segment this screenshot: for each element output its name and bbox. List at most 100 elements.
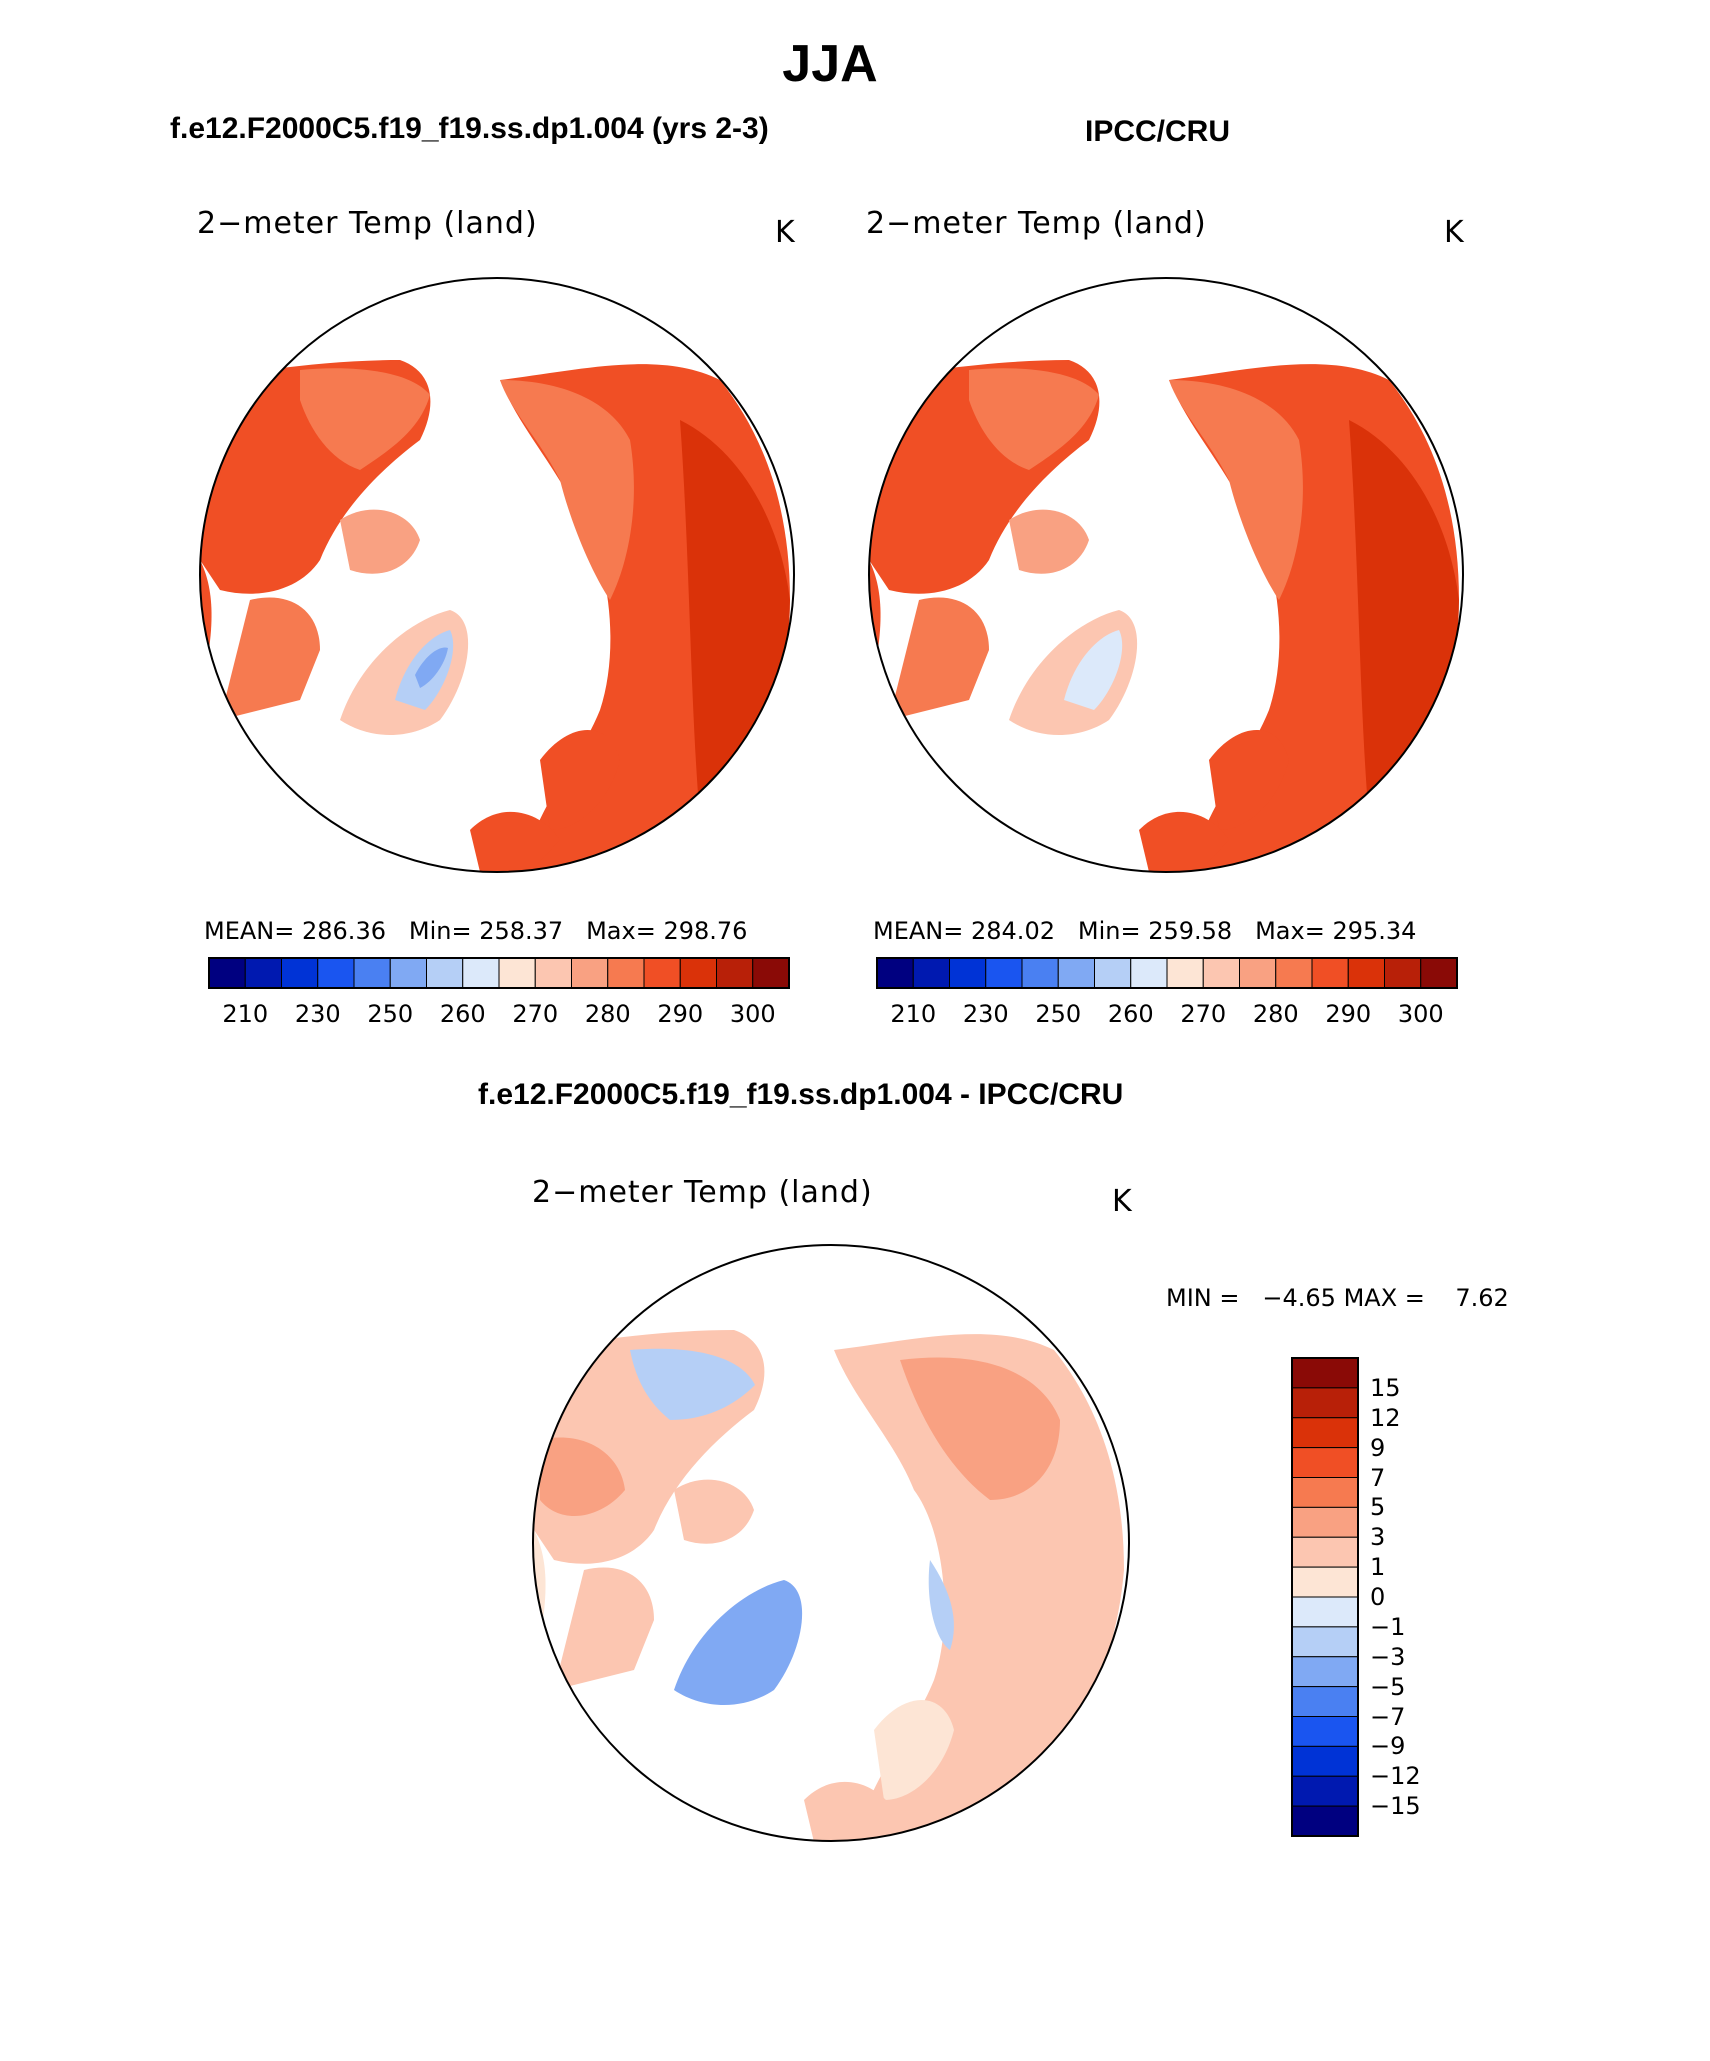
right-polar-map — [868, 277, 1464, 873]
diff-max-label: MAX = — [1343, 1284, 1425, 1312]
right-colorbar-tick-label: 230 — [962, 1000, 1009, 1028]
right-canada-interior — [969, 368, 1099, 470]
diff-colorbar-tick-label: 1 — [1370, 1553, 1386, 1582]
left-mean-value: 286.36 — [302, 917, 386, 945]
left-alaska — [200, 560, 212, 700]
diff-case-title: f.e12.F2000C5.f19_f19.ss.dp1.004 - IPCC/… — [478, 1078, 1124, 1111]
left-colorbar-box — [571, 957, 609, 989]
left-colorbar-box — [426, 957, 464, 989]
diff-minmax: MIN = −4.65 MAX = 7.62 — [1166, 1284, 1509, 1312]
diff-colorbar-box — [1291, 1536, 1359, 1568]
left-colorbar-tick-label: 230 — [294, 1000, 341, 1028]
left-greenland-summit — [415, 647, 448, 688]
left-colorbar-tick-label: 250 — [367, 1000, 414, 1028]
diff-colorbar-tick-label: −7 — [1370, 1702, 1406, 1731]
left-colorbar-tick-label: 260 — [439, 1000, 486, 1028]
left-canada-interior — [300, 368, 430, 470]
diff-colorbar-box — [1291, 1656, 1359, 1688]
diff-colorbar-box — [1291, 1417, 1359, 1449]
left-colorbar-box — [607, 957, 645, 989]
left-siberia-north — [500, 380, 634, 600]
diff-colorbar-box — [1291, 1596, 1359, 1628]
diff-colorbar-tick-label: −1 — [1370, 1612, 1406, 1641]
diff-polar-map — [532, 1244, 1130, 1842]
left-polar-map — [199, 277, 795, 873]
left-colorbar-box — [353, 957, 391, 989]
right-colorbar-box — [1021, 957, 1059, 989]
right-colorbar-tick-label: 270 — [1180, 1000, 1227, 1028]
figure-title: JJA — [782, 35, 878, 93]
left-colorbar-box — [244, 957, 282, 989]
right-colorbar-tick-label: 290 — [1325, 1000, 1372, 1028]
diff-colorbar-box — [1291, 1716, 1359, 1747]
right-colorbar-box — [1202, 957, 1240, 989]
left-colorbar-box — [389, 957, 427, 989]
left-colorbar-box — [462, 957, 500, 989]
right-min-label: Min= — [1077, 917, 1141, 945]
diff-colorbar-tick-label: 12 — [1370, 1403, 1401, 1432]
left-units-label: K — [775, 215, 796, 250]
diff-colorbar-box — [1291, 1387, 1359, 1419]
diff-colorbar-box — [1291, 1805, 1359, 1837]
right-case-title: IPCC/CRU — [1085, 115, 1231, 148]
left-colorbar-tick-label: 280 — [584, 1000, 631, 1028]
right-scandinavia — [1209, 730, 1289, 830]
left-min-value: 258.37 — [479, 917, 564, 945]
right-colorbar-box — [1239, 957, 1277, 989]
right-europe — [1139, 811, 1229, 872]
diff-colorbar-tick-label: −9 — [1370, 1732, 1406, 1761]
diff-colorbar-tick-label: −5 — [1370, 1672, 1406, 1701]
right-colorbar-outline — [876, 957, 1458, 989]
left-europe — [470, 811, 560, 872]
diff-colorbar-tick-label: −12 — [1370, 1762, 1421, 1791]
right-greenland-icecap — [1064, 630, 1123, 710]
diff-colorbar-box — [1291, 1477, 1359, 1508]
diff-scandinavia — [874, 1700, 954, 1800]
left-colorbar-box — [317, 957, 355, 989]
left-arctic-archipelago — [340, 509, 420, 574]
left-max-value: 298.76 — [663, 917, 748, 945]
left-colorbar-box — [679, 957, 717, 989]
diff-colorbar-box — [1291, 1566, 1359, 1598]
diff-units-label: K — [1112, 1184, 1133, 1219]
left-colorbar-tick-label: 270 — [512, 1000, 559, 1028]
right-colorbar-box — [1384, 957, 1422, 989]
diff-colorbar-box — [1291, 1745, 1359, 1777]
diff-siberia-warm — [900, 1357, 1060, 1500]
diff-colorbar-tick-label: −3 — [1370, 1642, 1406, 1671]
right-colorbar-box — [1420, 957, 1458, 989]
right-colorbar-box — [985, 957, 1023, 989]
diff-colorbar-tick-label: −15 — [1370, 1792, 1421, 1821]
right-canada-south — [889, 597, 989, 720]
right-colorbar-tick-label: 280 — [1252, 1000, 1299, 1028]
right-colorbar-box — [1057, 957, 1095, 989]
right-colorbar-box — [1311, 957, 1349, 989]
diff-colorbar-tick-label: 7 — [1370, 1463, 1386, 1492]
right-colorbar-tick-label: 210 — [890, 1000, 937, 1028]
right-colorbar-box — [1166, 957, 1204, 989]
diff-colorbar-box — [1291, 1775, 1359, 1807]
left-mean-label: MEAN= — [204, 917, 295, 945]
left-colorbar — [208, 957, 790, 989]
right-max-value: 295.34 — [1332, 917, 1417, 945]
diff-colorbar-tick-label: 5 — [1370, 1493, 1386, 1522]
right-min-value: 259.58 — [1148, 917, 1233, 945]
left-colorbar-outline — [208, 957, 790, 989]
right-alaska — [869, 560, 881, 700]
right-colorbar-box — [949, 957, 987, 989]
right-colorbar-box — [1094, 957, 1132, 989]
diff-min-label: MIN = — [1166, 1284, 1240, 1312]
diff-min-value: −4.65 — [1262, 1284, 1336, 1312]
diff-canada-south — [554, 1567, 654, 1690]
diff-colorbar-box — [1291, 1686, 1359, 1717]
diff-canada-warm — [540, 1437, 625, 1517]
right-mean-label: MEAN= — [873, 917, 964, 945]
diff-siberia-cool — [928, 1560, 954, 1650]
diff-archipelago — [674, 1479, 754, 1544]
diff-colorbar-tick-label: 3 — [1370, 1523, 1386, 1552]
diff-canada-cool — [630, 1348, 755, 1420]
diff-colorbar-box — [1291, 1506, 1359, 1538]
left-colorbar-box — [208, 957, 246, 989]
right-colorbar-box — [912, 957, 950, 989]
diff-colorbar-box — [1291, 1447, 1359, 1478]
